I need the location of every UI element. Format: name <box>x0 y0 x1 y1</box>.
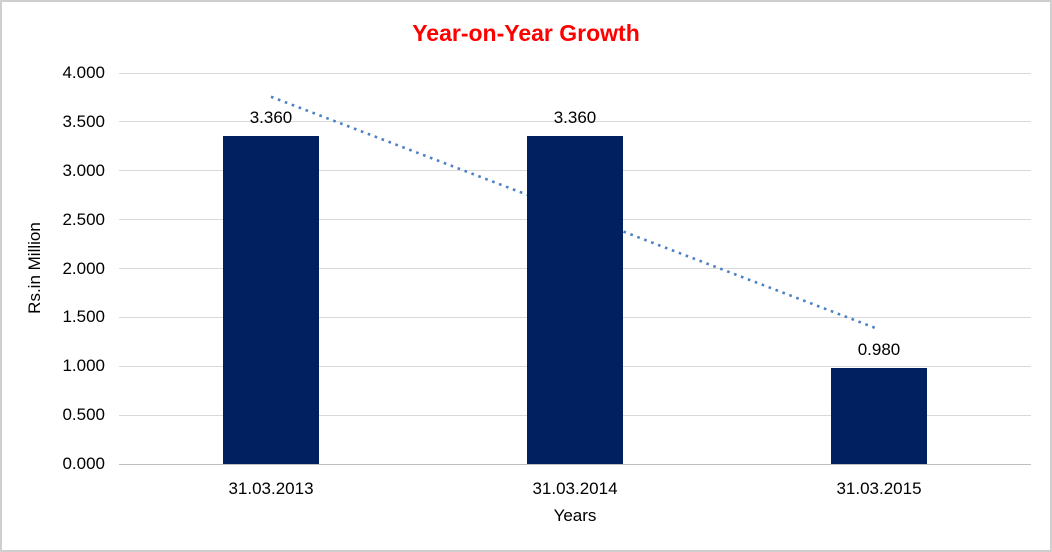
plot-area: 3.360 3.360 0.980 <box>119 72 1031 465</box>
bar-31.03.2014 <box>527 135 623 464</box>
x-tick-label: 31.03.2015 <box>836 479 922 498</box>
bar-31.03.2013 <box>223 135 319 464</box>
y-tick-label: 3.000 <box>62 160 105 180</box>
y-tick-label: 4.000 <box>62 63 105 82</box>
x-axis-title: Years <box>553 506 597 525</box>
x-tick-label: 31.03.2014 <box>532 479 618 498</box>
y-tick-label: 1.500 <box>62 307 105 327</box>
chart-title: Year-on-Year Growth <box>412 20 640 46</box>
x-axis-line <box>119 463 1031 465</box>
data-label: 3.360 <box>553 107 597 127</box>
y-tick-label: 3.500 <box>62 111 105 131</box>
bar-31.03.2015 <box>831 368 927 464</box>
gridline <box>119 72 1031 74</box>
y-tick-label: 2.500 <box>62 209 105 229</box>
y-tick-label: 2.000 <box>62 258 105 278</box>
x-tick-label: 31.03.2013 <box>228 479 314 498</box>
gridline <box>119 121 1031 123</box>
data-label: 0.980 <box>857 340 901 360</box>
data-label: 3.360 <box>249 107 293 127</box>
y-tick-label: 0.500 <box>62 405 105 425</box>
trendline-segment <box>270 95 880 331</box>
y-tick-label: 0.000 <box>62 454 105 473</box>
y-tick-label: 1.000 <box>62 356 105 376</box>
trendline <box>270 95 880 331</box>
